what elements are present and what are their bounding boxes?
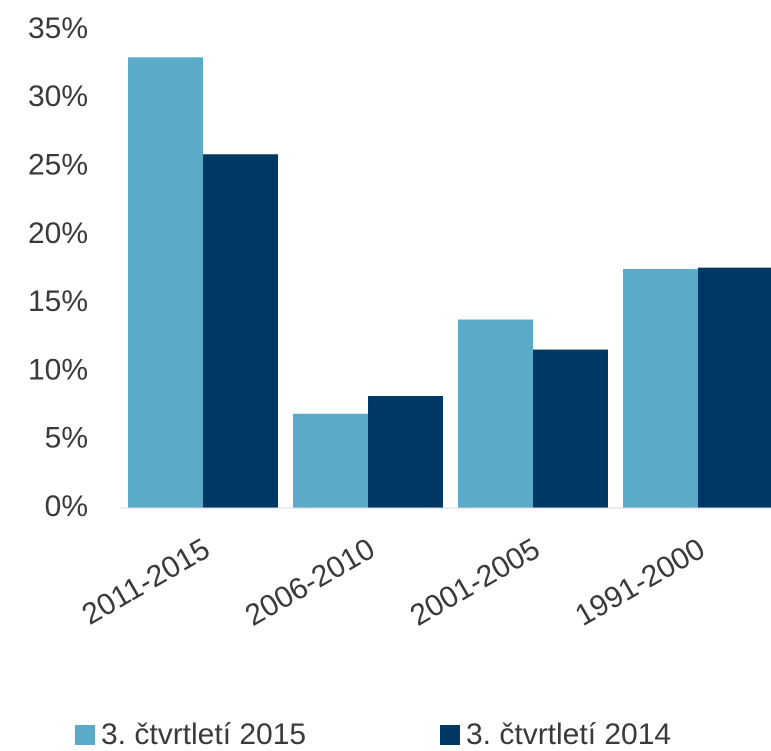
x-tick-label: 2006-2010 [240,532,381,632]
y-tick-label: 35% [28,12,88,45]
y-tick-label: 25% [28,148,88,181]
bar [698,267,771,508]
y-tick-label: 30% [28,80,88,113]
legend-label: 3. čtvrtletí 2014 [466,718,671,751]
y-tick-label: 10% [28,353,88,386]
bar [293,413,368,508]
y-tick-label: 5% [45,422,88,455]
y-tick-label: 20% [28,217,88,250]
bar [128,57,203,509]
bar [458,319,533,508]
x-tick-label: 1991-2000 [570,532,711,632]
legend-swatch [75,725,95,745]
x-tick-label: 2011-2015 [77,532,216,631]
bar [203,154,278,508]
legend-swatch [440,725,460,745]
x-tick-label: 2001-2005 [405,532,546,632]
bar [368,396,443,508]
y-tick-label: 15% [28,285,88,318]
y-tick-label: 0% [45,490,88,523]
bar [533,349,608,508]
bar [623,269,698,508]
legend-label: 3. čtvrtletí 2015 [101,718,306,751]
